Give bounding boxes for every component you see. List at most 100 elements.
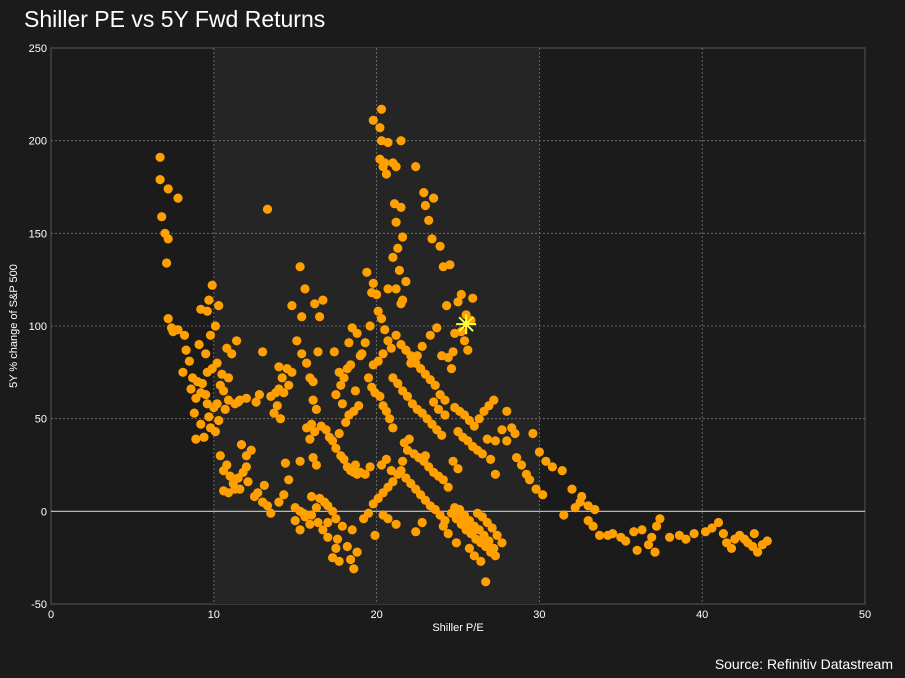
data-point <box>279 388 289 398</box>
data-point <box>342 541 352 552</box>
data-point <box>437 430 447 440</box>
data-point <box>402 391 413 401</box>
data-point <box>383 284 393 294</box>
highlight-point <box>463 321 470 328</box>
y-tick-label: 250 <box>29 43 47 55</box>
data-point <box>463 345 473 355</box>
data-point <box>534 447 545 457</box>
data-point <box>360 469 370 479</box>
data-point <box>331 443 341 453</box>
data-point <box>643 540 654 550</box>
data-point <box>297 349 307 359</box>
data-point <box>305 519 315 529</box>
data-point <box>310 427 320 437</box>
data-point <box>525 475 535 485</box>
data-point <box>570 503 580 513</box>
data-point <box>227 349 237 359</box>
data-point <box>295 262 305 272</box>
data-point <box>207 280 217 290</box>
data-point <box>235 484 245 494</box>
data-point <box>311 404 321 414</box>
data-point <box>396 136 406 146</box>
data-point <box>398 456 408 466</box>
data-point <box>502 406 512 416</box>
data-point <box>365 321 375 331</box>
data-point <box>212 358 222 368</box>
data-point <box>292 336 302 346</box>
data-point <box>311 460 321 470</box>
data-point <box>567 484 577 494</box>
data-point <box>331 543 341 554</box>
data-point <box>347 525 357 535</box>
data-point <box>266 391 276 401</box>
data-point <box>621 536 631 546</box>
data-point <box>689 529 699 539</box>
data-point <box>214 415 224 426</box>
data-point <box>459 336 470 346</box>
data-point <box>373 306 383 316</box>
data-point <box>372 289 382 300</box>
data-point <box>375 391 385 401</box>
data-point <box>435 241 445 251</box>
data-point <box>531 484 541 494</box>
data-point <box>637 525 647 535</box>
data-point <box>378 349 388 359</box>
data-point <box>440 395 450 405</box>
data-point <box>388 252 398 262</box>
data-point <box>490 469 500 479</box>
data-point <box>588 521 598 531</box>
data-point <box>632 545 642 555</box>
data-point <box>210 321 220 331</box>
data-point <box>386 466 396 476</box>
x-tick-label: 40 <box>696 609 708 621</box>
data-point <box>749 529 759 539</box>
data-point <box>590 504 600 515</box>
data-point <box>412 351 422 361</box>
data-point <box>202 367 212 377</box>
current-point-marker <box>456 314 477 335</box>
data-point <box>262 501 273 511</box>
data-point <box>396 202 406 212</box>
data-point <box>308 377 318 387</box>
data-point <box>215 451 225 461</box>
data-point <box>541 456 551 466</box>
data-point <box>323 517 333 528</box>
data-point <box>352 547 362 557</box>
data-point <box>490 551 500 561</box>
data-point <box>419 188 429 198</box>
data-point <box>332 534 343 544</box>
data-point <box>753 547 763 557</box>
data-point <box>243 477 253 487</box>
data-point <box>376 314 387 324</box>
data-point <box>655 514 665 524</box>
data-point <box>163 184 173 194</box>
data-point <box>205 330 216 340</box>
data-point <box>420 200 430 211</box>
data-point <box>538 490 548 500</box>
y-tick-label: 50 <box>35 414 47 426</box>
data-point <box>365 462 375 472</box>
data-point <box>559 510 569 520</box>
data-point <box>341 417 351 427</box>
y-tick-label: 0 <box>41 506 47 518</box>
data-point <box>191 393 201 403</box>
data-point <box>253 488 263 498</box>
data-point <box>344 338 354 348</box>
data-point <box>368 278 378 288</box>
data-point <box>295 456 305 466</box>
data-point <box>388 423 398 433</box>
data-point <box>417 341 427 351</box>
data-point <box>346 554 356 565</box>
data-point <box>762 536 772 546</box>
data-point <box>380 325 390 335</box>
data-point <box>279 490 289 500</box>
data-point <box>173 193 183 203</box>
data-point <box>492 530 502 541</box>
data-point <box>220 404 230 414</box>
data-point <box>430 380 440 390</box>
data-point <box>305 434 315 444</box>
data-point <box>274 362 284 372</box>
data-point <box>398 232 408 242</box>
data-point <box>393 378 403 389</box>
data-point <box>284 380 294 390</box>
